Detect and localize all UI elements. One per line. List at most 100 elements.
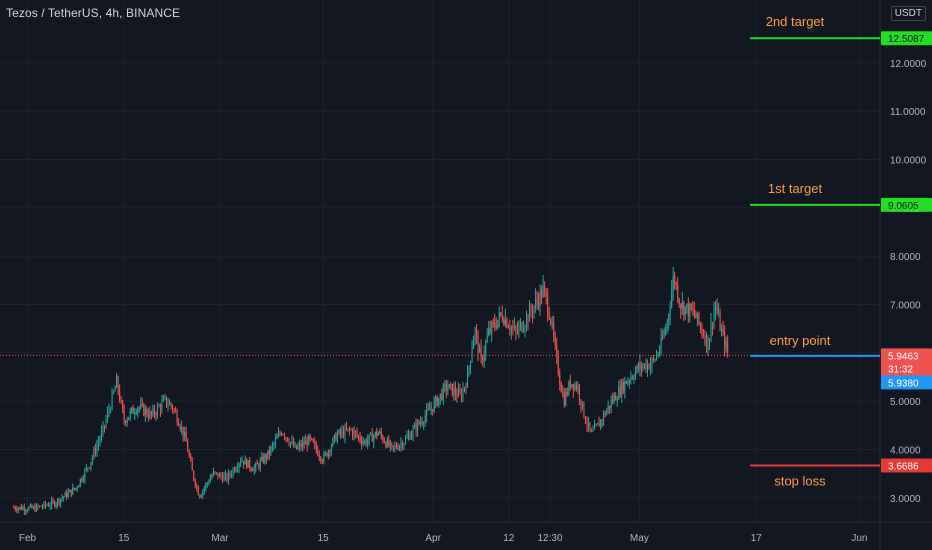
- time-tick-label: 15: [318, 533, 330, 544]
- candle-body: [640, 362, 642, 369]
- candle-body: [40, 506, 42, 508]
- candle-body: [137, 407, 139, 413]
- price-axis[interactable]: 3.00004.00005.00006.00007.00008.00009.00…: [881, 31, 932, 505]
- candle-body: [411, 435, 413, 440]
- candle-body: [312, 439, 314, 443]
- candle-body: [463, 387, 466, 390]
- candle-body: [651, 359, 653, 365]
- candle-body: [400, 442, 402, 446]
- symbol-title[interactable]: Tezos / TetherUS, 4h, BINANCE: [6, 6, 181, 20]
- candle-body: [147, 415, 149, 418]
- candle-body: [403, 443, 405, 447]
- price-tick-label: 10.0000: [890, 156, 927, 167]
- bar-countdown: 31:32: [888, 364, 913, 375]
- candle-body: [247, 460, 249, 468]
- candle-body: [637, 365, 639, 370]
- candle-body: [84, 469, 86, 479]
- candle-body: [510, 327, 512, 331]
- entry-annotation[interactable]: entry point: [770, 333, 831, 348]
- currency-badge[interactable]: USDT: [890, 6, 926, 21]
- candle-body: [336, 434, 338, 442]
- candle-body: [380, 431, 382, 437]
- candle-body: [572, 384, 574, 390]
- stop-annotation[interactable]: stop loss: [774, 474, 826, 489]
- candle-body: [683, 302, 685, 315]
- candle-body: [165, 396, 168, 406]
- candle-body: [516, 330, 518, 332]
- candle-body: [456, 394, 458, 397]
- candle-body: [509, 328, 511, 331]
- candle-body: [258, 464, 260, 468]
- candle-body: [26, 510, 28, 512]
- candle-body: [16, 509, 18, 511]
- candle-body: [568, 381, 570, 395]
- candle-body: [471, 348, 473, 362]
- time-tick-label: Mar: [211, 533, 229, 544]
- candle-body: [447, 388, 449, 391]
- candle-body: [426, 409, 428, 417]
- candle-body: [417, 421, 419, 432]
- candle-body: [240, 461, 242, 464]
- candle-body: [409, 434, 411, 440]
- candle-body: [342, 430, 345, 437]
- candle-body: [415, 424, 417, 432]
- candle-body: [562, 392, 564, 395]
- entry-price-tag-label: 5.9380: [888, 378, 919, 389]
- candle-body: [536, 298, 538, 301]
- candle-body: [277, 433, 279, 438]
- candle-body: [276, 437, 278, 440]
- candle-body: [373, 435, 375, 442]
- candle-body: [708, 339, 711, 350]
- candle-body: [67, 492, 69, 497]
- candle-body: [662, 336, 664, 338]
- candle-body: [404, 438, 407, 444]
- candle-body: [308, 435, 310, 446]
- candle-body: [350, 429, 352, 431]
- candle-body: [506, 318, 508, 328]
- candle-body: [371, 433, 373, 442]
- candle-body: [167, 405, 169, 407]
- candle-body: [91, 457, 93, 463]
- candle-body: [191, 460, 193, 471]
- time-axis[interactable]: Feb 15 Mar 15 Apr 12 12:30 May 17 Jun: [19, 533, 868, 544]
- candle-body: [524, 326, 526, 330]
- candle-body: [690, 304, 692, 310]
- candle-body: [374, 431, 376, 436]
- candle-body: [696, 312, 698, 319]
- candle-body: [14, 507, 16, 510]
- candle-body: [654, 359, 656, 361]
- candle-body: [457, 389, 459, 397]
- candle-body: [527, 315, 529, 322]
- candle-body: [335, 434, 337, 442]
- target-annotation[interactable]: 1st target: [768, 181, 823, 196]
- candle-body: [412, 428, 414, 436]
- candle-body: [63, 496, 65, 498]
- candle-body: [181, 426, 183, 429]
- candle-body: [451, 384, 453, 396]
- candle-body: [689, 304, 691, 317]
- candle-body: [256, 463, 258, 465]
- candle-body: [339, 429, 341, 434]
- candle-body: [234, 469, 236, 472]
- candle-body: [713, 310, 715, 326]
- candle-body: [294, 444, 296, 447]
- candle-body: [212, 471, 214, 476]
- candle-body: [501, 314, 503, 320]
- candle-body: [323, 454, 325, 462]
- candle-body: [182, 426, 184, 437]
- candle-body: [193, 470, 195, 480]
- candle-body: [226, 474, 228, 481]
- candle-body: [678, 299, 680, 305]
- candle-body: [595, 424, 597, 426]
- candle-body: [70, 489, 72, 495]
- current-price-value: 5.9463: [888, 351, 919, 362]
- candle-body: [128, 417, 130, 420]
- candle-body: [423, 422, 425, 424]
- target-annotation[interactable]: 2nd target: [766, 14, 825, 29]
- candle-body: [338, 429, 340, 435]
- candle-body: [303, 442, 305, 445]
- candle-body: [648, 364, 650, 369]
- candle-body: [580, 399, 582, 407]
